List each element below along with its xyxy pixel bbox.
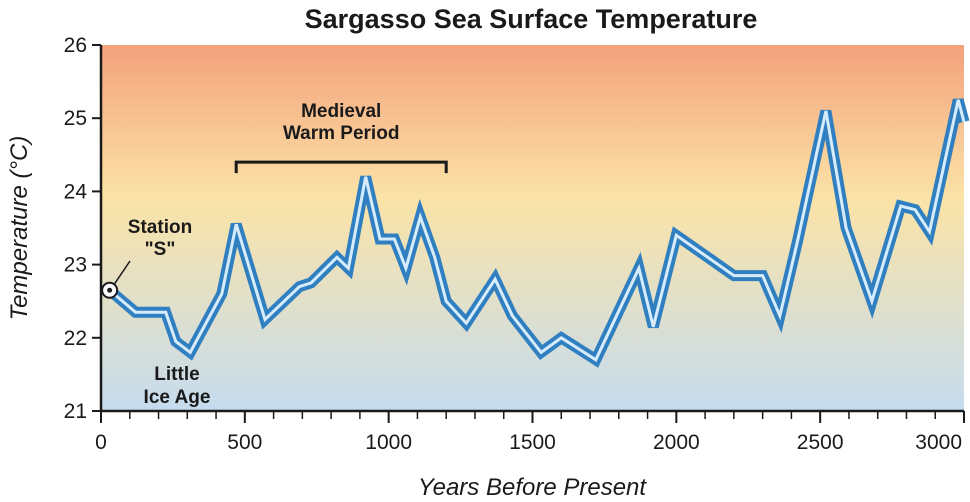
y-tick-label: 22 <box>64 327 87 350</box>
y-tick-label: 24 <box>64 180 88 203</box>
station-s-pointer <box>113 260 131 286</box>
little-ice-age-label-line2: Ice Age <box>144 387 211 408</box>
station-s-label-line1: Station <box>128 217 192 238</box>
chart-title: Sargasso Sea Surface Temperature <box>305 4 758 34</box>
x-tick-label: 0 <box>95 431 107 454</box>
little-ice-age-label-line1: Little <box>154 364 199 385</box>
x-tick-label: 500 <box>227 431 262 454</box>
x-tick-label: 2500 <box>797 431 844 454</box>
station-s-marker-dot <box>107 287 113 293</box>
y-tick-label: 26 <box>64 34 87 57</box>
x-tick-label: 2000 <box>653 431 700 454</box>
medieval-warm-period-label-line2: Warm Period <box>283 123 400 144</box>
x-tick-label: 3000 <box>915 431 962 454</box>
y-tick-label: 21 <box>64 400 87 423</box>
y-axis-label: Temperature (°C) <box>6 136 33 321</box>
x-tick-label: 1000 <box>365 431 412 454</box>
x-axis-label: Years Before Present <box>418 474 647 501</box>
medieval-warm-period-bracket <box>234 160 448 174</box>
temperature-line-highlight <box>108 99 966 362</box>
station-s-label-line2: "S" <box>145 239 176 260</box>
x-tick-label: 1500 <box>509 431 556 454</box>
y-tick-label: 23 <box>64 254 87 277</box>
medieval-warm-period-label-line1: Medieval <box>301 101 381 122</box>
y-tick-label: 25 <box>64 107 87 130</box>
